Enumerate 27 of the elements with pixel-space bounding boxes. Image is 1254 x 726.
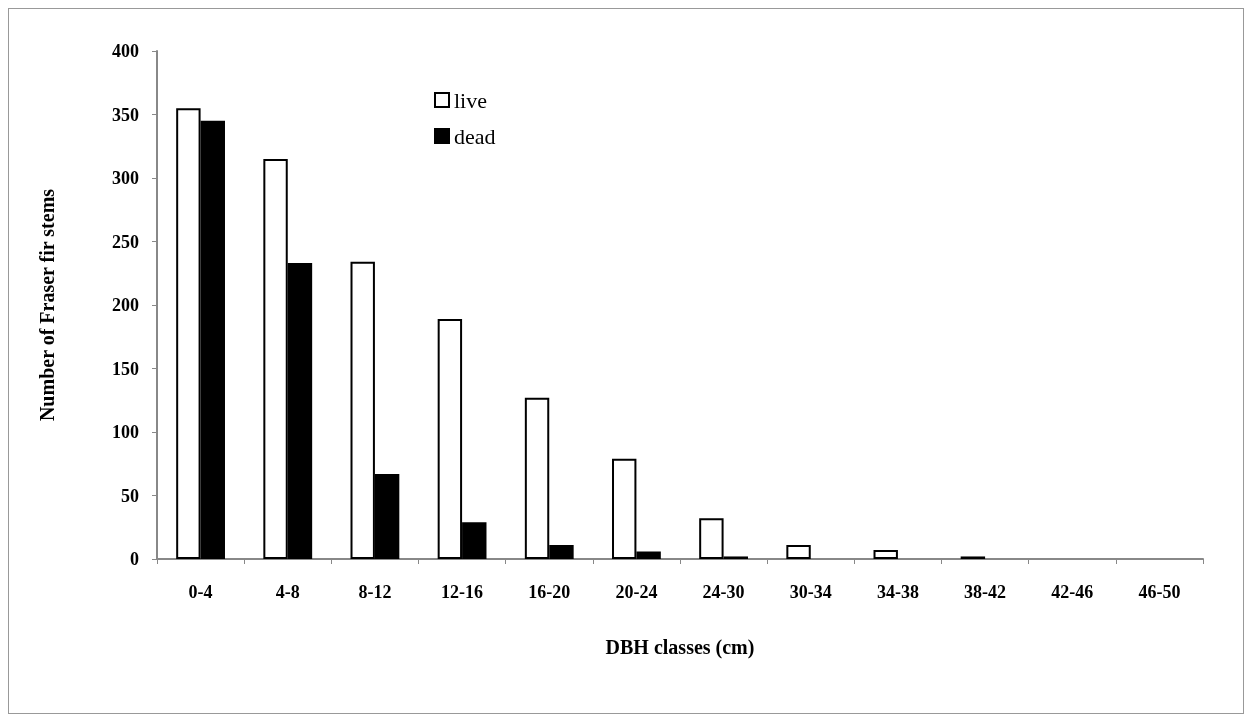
x-tick-label: 20-24 bbox=[615, 582, 658, 602]
x-tick-label: 34-38 bbox=[876, 582, 919, 602]
y-tick-label: 100 bbox=[112, 422, 139, 442]
y-tick-label: 250 bbox=[112, 231, 139, 252]
x-tick-label: 12-16 bbox=[441, 582, 484, 602]
x-axis-title: DBH classes (cm) bbox=[605, 636, 755, 659]
x-tick-label: 46-50 bbox=[1138, 582, 1181, 602]
y-tick-label: 150 bbox=[112, 358, 139, 379]
y-axis-title: Number of Fraser fir stems bbox=[36, 188, 58, 422]
x-tick-label: 38-42 bbox=[964, 582, 1007, 602]
x-tick-label: 42-46 bbox=[1051, 582, 1094, 602]
y-tick-label: 0 bbox=[130, 549, 139, 569]
legend-label: dead bbox=[454, 123, 496, 149]
y-tick-label: 200 bbox=[112, 295, 139, 315]
x-tick-label: 4-8 bbox=[275, 582, 300, 602]
bar bbox=[873, 550, 898, 559]
legend-label: live bbox=[454, 87, 487, 113]
x-tick-label: 30-34 bbox=[789, 582, 832, 602]
bar bbox=[786, 545, 811, 559]
x-tick-label: 0-4 bbox=[188, 582, 213, 602]
y-tick-label: 400 bbox=[112, 41, 139, 61]
x-tick-label: 16-20 bbox=[528, 582, 571, 602]
y-tick-label: 50 bbox=[121, 485, 139, 506]
x-tick-label: 8-12 bbox=[358, 582, 392, 602]
y-tick-label: 300 bbox=[112, 168, 139, 188]
y-tick-label: 350 bbox=[112, 104, 139, 125]
x-tick-label: 24-30 bbox=[702, 582, 745, 602]
